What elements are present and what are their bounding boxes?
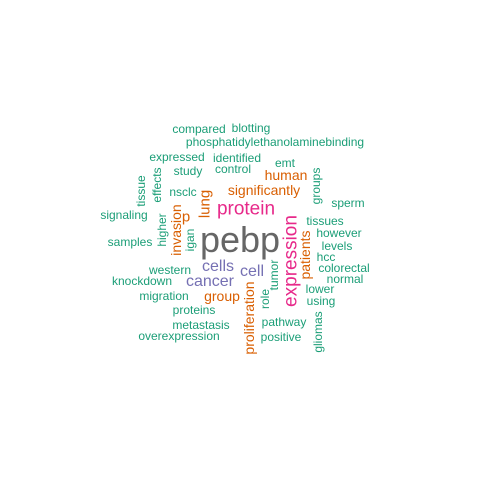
- word-using: using: [306, 294, 336, 308]
- word-compared: compared: [172, 122, 226, 136]
- word-emt: emt: [274, 156, 296, 170]
- word-hcc: hcc: [316, 250, 336, 264]
- word-patients: patients: [297, 230, 313, 280]
- word-proliferation: proliferation: [241, 281, 257, 355]
- word-blotting: blotting: [231, 121, 271, 135]
- word-metastasis: metastasis: [172, 318, 230, 332]
- word-expressed: expressed: [149, 150, 205, 164]
- word-samples: samples: [107, 235, 153, 249]
- word-colorectal: colorectal: [318, 261, 370, 275]
- word-cells: cells: [201, 258, 235, 275]
- word-role: role: [258, 288, 272, 310]
- word-significantly: significantly: [227, 182, 301, 198]
- word-identified: identified: [212, 151, 262, 165]
- word-phosphatidylethanolaminebinding: phosphatidylethanolaminebinding: [185, 135, 365, 149]
- word-nsclc: nsclc: [169, 185, 197, 199]
- word-knockdown: knockdown: [111, 274, 173, 288]
- word-tissue: tissue: [134, 175, 148, 207]
- word-higher: higher: [155, 213, 169, 247]
- word-lung: lung: [196, 189, 214, 219]
- word-however: however: [316, 226, 362, 240]
- word-lower: lower: [305, 282, 335, 296]
- word-western: western: [148, 263, 192, 277]
- word-groups: groups: [309, 167, 323, 205]
- word-tumor: tumor: [267, 259, 281, 291]
- word-invasion: invasion: [168, 204, 184, 256]
- word-migration: migration: [139, 289, 189, 303]
- word-study: study: [173, 164, 203, 178]
- word-levels: levels: [321, 239, 353, 253]
- word-signaling: signaling: [100, 208, 148, 222]
- word-pebp: pebp: [199, 219, 281, 260]
- word-tissues: tissues: [306, 214, 344, 228]
- word-p: p: [181, 208, 191, 226]
- word-overexpression: overexpression: [138, 329, 220, 343]
- word-control: control: [214, 162, 252, 176]
- word-protein: protein: [216, 198, 276, 220]
- word-cell: cell: [239, 263, 265, 280]
- word-human: human: [264, 167, 308, 183]
- word-pathway: pathway: [261, 315, 307, 329]
- word-proteins: proteins: [172, 303, 216, 317]
- word-igan: igan: [183, 228, 197, 252]
- word-cancer: cancer: [185, 273, 235, 290]
- word-effects: effects: [150, 167, 164, 203]
- word-sperm: sperm: [331, 196, 365, 210]
- word-gliomas: gliomas: [311, 311, 325, 353]
- word-normal: normal: [326, 272, 364, 286]
- word-positive: positive: [260, 330, 302, 344]
- word-group: group: [204, 288, 240, 304]
